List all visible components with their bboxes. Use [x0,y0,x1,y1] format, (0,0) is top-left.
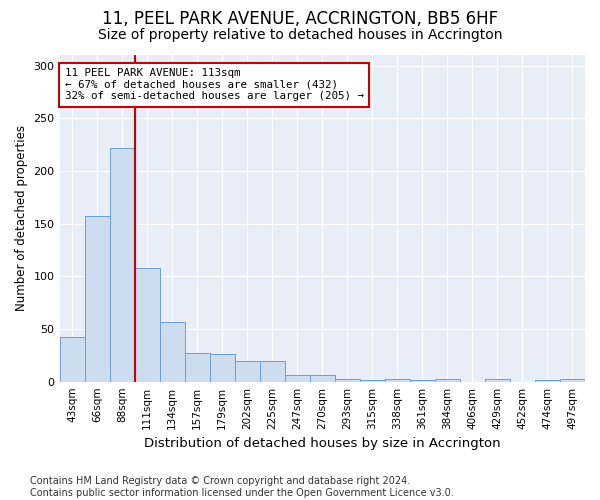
Bar [235,360,260,382]
Bar [209,354,235,382]
Bar [410,380,435,382]
Bar [85,216,110,382]
Bar [485,378,510,382]
Bar [560,378,585,382]
Y-axis label: Number of detached properties: Number of detached properties [15,126,28,312]
Text: 11 PEEL PARK AVENUE: 113sqm
← 67% of detached houses are smaller (432)
32% of se: 11 PEEL PARK AVENUE: 113sqm ← 67% of det… [65,68,364,102]
X-axis label: Distribution of detached houses by size in Accrington: Distribution of detached houses by size … [144,437,500,450]
Bar [385,378,410,382]
Bar [260,360,285,382]
Bar [110,148,134,382]
Text: 11, PEEL PARK AVENUE, ACCRINGTON, BB5 6HF: 11, PEEL PARK AVENUE, ACCRINGTON, BB5 6H… [102,10,498,28]
Bar [310,376,335,382]
Bar [59,338,85,382]
Bar [160,322,185,382]
Bar [335,378,360,382]
Bar [360,380,385,382]
Bar [285,376,310,382]
Bar [535,380,560,382]
Bar [134,268,160,382]
Bar [185,353,209,382]
Text: Size of property relative to detached houses in Accrington: Size of property relative to detached ho… [98,28,502,42]
Text: Contains HM Land Registry data © Crown copyright and database right 2024.
Contai: Contains HM Land Registry data © Crown c… [30,476,454,498]
Bar [435,378,460,382]
